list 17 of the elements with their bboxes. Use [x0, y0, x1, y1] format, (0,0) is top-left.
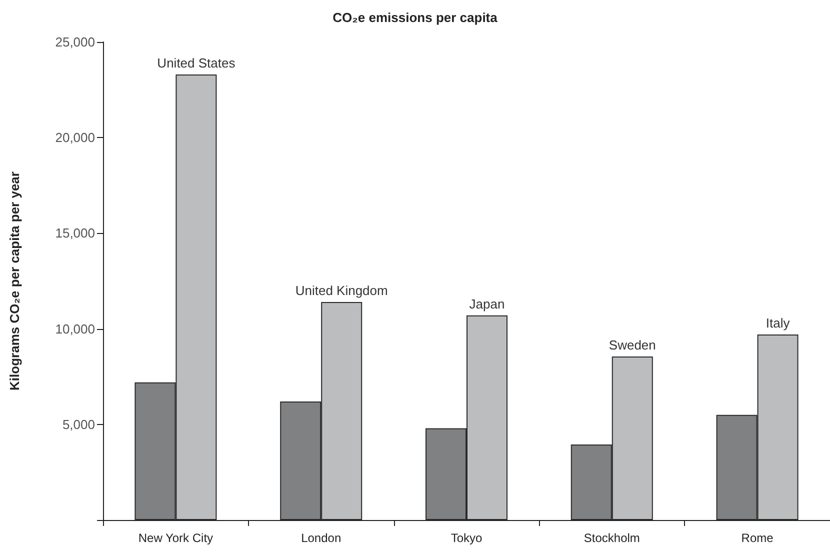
x-tick-label: London	[301, 531, 342, 545]
x-tick-label: New York City	[138, 531, 214, 545]
y-tick-label: 20,000	[55, 130, 95, 146]
annotation: United States	[157, 56, 236, 71]
x-tick-label: Rome	[741, 531, 774, 545]
y-axis-title: Kilograms CO₂e per capita per year	[7, 172, 22, 390]
chart-title: CO₂e emissions per capita	[332, 10, 498, 25]
x-tick-label: Tokyo	[450, 531, 482, 545]
y-tick-label: 15,000	[55, 226, 95, 241]
annotation: Italy	[766, 316, 790, 331]
annotation: United Kingdom	[295, 283, 388, 298]
y-tick-label: 25,000	[55, 34, 95, 50]
annotation: Japan	[469, 296, 505, 312]
x-tick-label: Stockholm	[584, 531, 640, 545]
y-tick-label: 5,000	[62, 416, 95, 432]
y-tick-label: 10,000	[55, 321, 95, 336]
annotation: Sweden	[608, 338, 656, 353]
